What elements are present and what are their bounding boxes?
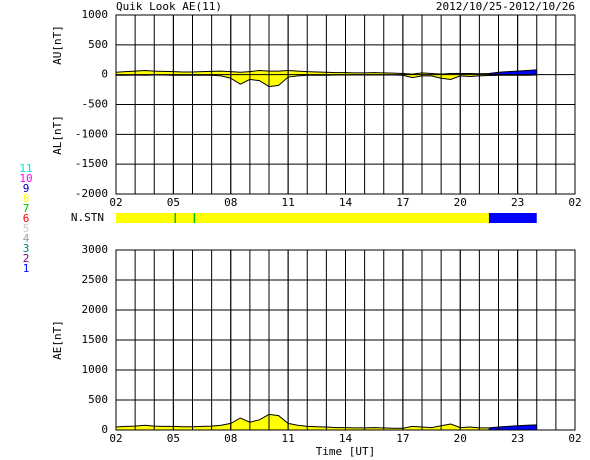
x-tick-label: 02 bbox=[568, 432, 581, 445]
title: Quik Look AE(11) bbox=[116, 0, 222, 13]
legend-label: 5 bbox=[23, 222, 30, 235]
y-axis-label: AE[nT] bbox=[51, 320, 64, 360]
x-tick-label: 05 bbox=[167, 432, 180, 445]
x-tick-label: 08 bbox=[224, 196, 237, 209]
y-axis-label: AL[nT] bbox=[51, 115, 64, 155]
x-tick-label: 05 bbox=[167, 196, 180, 209]
line bbox=[115, 413, 537, 429]
x-tick-label: 11 bbox=[282, 432, 295, 445]
y-tick-label: 1000 bbox=[82, 8, 109, 21]
n-stn-label: N.STN bbox=[71, 211, 104, 224]
x-tick-label: 02 bbox=[109, 196, 122, 209]
x-tick-label: 08 bbox=[224, 432, 237, 445]
y-tick-label: -1500 bbox=[75, 157, 108, 170]
y-tick-label: -2000 bbox=[75, 187, 108, 200]
legend-label: 3 bbox=[23, 242, 30, 255]
legend-label: 10 bbox=[19, 172, 32, 185]
legend-label: 4 bbox=[23, 232, 30, 245]
n-stn-segment bbox=[488, 213, 537, 223]
x-tick-label: 17 bbox=[396, 432, 409, 445]
area-segment bbox=[268, 70, 279, 75]
y-tick-label: -1000 bbox=[75, 127, 108, 140]
x-tick-label: 23 bbox=[511, 196, 524, 209]
y-tick-label: 500 bbox=[88, 38, 108, 51]
legend-label: 1 bbox=[23, 262, 30, 275]
x-tick-label: 23 bbox=[511, 432, 524, 445]
x-tick-label: 20 bbox=[454, 196, 467, 209]
n-stn-segment bbox=[116, 213, 489, 223]
subtitle: 2012/10/25-2012/10/26 bbox=[436, 0, 575, 13]
x-tick-label: 20 bbox=[454, 432, 467, 445]
y-tick-label: 2500 bbox=[82, 273, 109, 286]
plot-frame bbox=[115, 249, 576, 431]
legend-label: 9 bbox=[23, 182, 30, 195]
x-tick-label: 14 bbox=[339, 432, 353, 445]
y-tick-label: 2000 bbox=[82, 303, 109, 316]
x-axis-label: Time [UT] bbox=[316, 445, 376, 458]
area-segment bbox=[259, 74, 270, 88]
line bbox=[116, 74, 537, 88]
legend-label: 7 bbox=[23, 202, 30, 215]
x-tick-label: 14 bbox=[339, 196, 353, 209]
legend-label: 11 bbox=[19, 162, 32, 175]
x-tick-label: 11 bbox=[282, 196, 295, 209]
y-axis-label: AU[nT] bbox=[51, 25, 64, 65]
y-tick-label: 1500 bbox=[82, 333, 109, 346]
legend-label: 2 bbox=[23, 252, 30, 265]
area-segment bbox=[240, 74, 251, 85]
y-tick-label: -500 bbox=[82, 98, 109, 111]
x-tick-label: 02 bbox=[568, 196, 581, 209]
plot-frame bbox=[115, 14, 576, 195]
line bbox=[115, 69, 537, 75]
area-segment bbox=[268, 414, 279, 431]
y-tick-label: 500 bbox=[88, 393, 108, 406]
area-segment bbox=[526, 424, 537, 431]
area-segment bbox=[268, 74, 279, 87]
x-tick-label: 17 bbox=[396, 196, 409, 209]
area-segment bbox=[163, 426, 174, 431]
y-tick-label: 0 bbox=[101, 68, 108, 81]
x-tick-label: 02 bbox=[109, 432, 122, 445]
y-tick-label: 0 bbox=[101, 423, 108, 436]
y-tick-label: 3000 bbox=[82, 243, 109, 256]
legend-label: 8 bbox=[23, 192, 30, 205]
y-tick-label: 1000 bbox=[82, 363, 109, 376]
area-segment bbox=[230, 417, 241, 431]
legend-label: 6 bbox=[23, 212, 30, 225]
